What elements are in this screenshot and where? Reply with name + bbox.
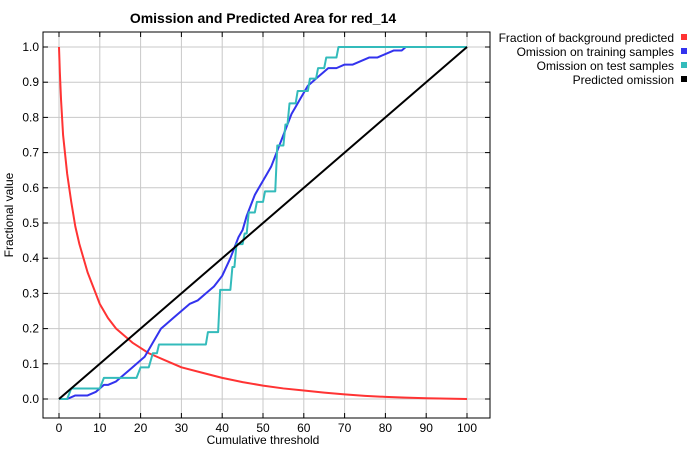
x-tick-label: 20 bbox=[134, 421, 148, 435]
legend-item-predicted-omission: Predicted omission bbox=[573, 73, 687, 87]
y-tick-label: 0.4 bbox=[22, 251, 39, 265]
x-axis-label: Cumulative threshold bbox=[207, 433, 320, 447]
y-tick-label: 1.0 bbox=[22, 40, 39, 54]
grid bbox=[43, 32, 490, 418]
x-tick-label: 70 bbox=[338, 421, 352, 435]
x-tick-label: 0 bbox=[56, 421, 63, 435]
y-tick-label: 0.9 bbox=[22, 75, 39, 89]
legend-swatch bbox=[681, 62, 687, 68]
legend-label: Predicted omission bbox=[573, 73, 674, 87]
series-group bbox=[58, 46, 468, 400]
y-tick-label: 0.0 bbox=[22, 392, 39, 406]
legend: Fraction of background predictedOmission… bbox=[499, 31, 687, 87]
plot-frame bbox=[42, 31, 491, 419]
x-tick-label: 10 bbox=[93, 421, 107, 435]
y-tick-label: 0.3 bbox=[22, 286, 39, 300]
ticks: 0 10 20 30 40 50 60 70 80 90 100 0.0 0.1 0.2 0.3 0.4 0.5… bbox=[22, 32, 490, 435]
y-tick-label: 0.8 bbox=[22, 110, 39, 124]
omission-test-line bbox=[59, 46, 467, 400]
y-axis-label: Fractional value bbox=[2, 172, 16, 257]
legend-swatch bbox=[681, 48, 687, 54]
x-tick-label: 80 bbox=[379, 421, 393, 435]
fraction-background-line bbox=[58, 46, 468, 400]
legend-item-fraction-background: Fraction of background predicted bbox=[499, 31, 687, 45]
y-tick-label: 0.7 bbox=[22, 146, 39, 160]
x-tick-label: 90 bbox=[420, 421, 434, 435]
legend-item-omission-training: Omission on training samples bbox=[517, 45, 687, 59]
legend-item-omission-test: Omission on test samples bbox=[537, 59, 687, 73]
chart-title: Omission and Predicted Area for red_14 bbox=[130, 10, 397, 26]
x-tick-label: 100 bbox=[457, 421, 477, 435]
omission-training-line bbox=[59, 46, 467, 400]
legend-label: Omission on test samples bbox=[537, 59, 674, 73]
x-tick-label: 40 bbox=[216, 421, 230, 435]
y-tick-label: 0.2 bbox=[22, 322, 39, 336]
y-tick-label: 0.1 bbox=[22, 357, 39, 371]
legend-label: Omission on training samples bbox=[517, 45, 674, 59]
predicted-omission-line bbox=[58, 46, 468, 400]
y-tick-label: 0.5 bbox=[22, 216, 39, 230]
x-tick-label: 50 bbox=[256, 421, 270, 435]
legend-label: Fraction of background predicted bbox=[499, 31, 674, 45]
legend-swatch bbox=[681, 34, 687, 40]
x-tick-label: 30 bbox=[175, 421, 189, 435]
y-tick-label: 0.6 bbox=[22, 181, 39, 195]
legend-swatch bbox=[681, 76, 687, 82]
x-tick-label: 60 bbox=[297, 421, 311, 435]
